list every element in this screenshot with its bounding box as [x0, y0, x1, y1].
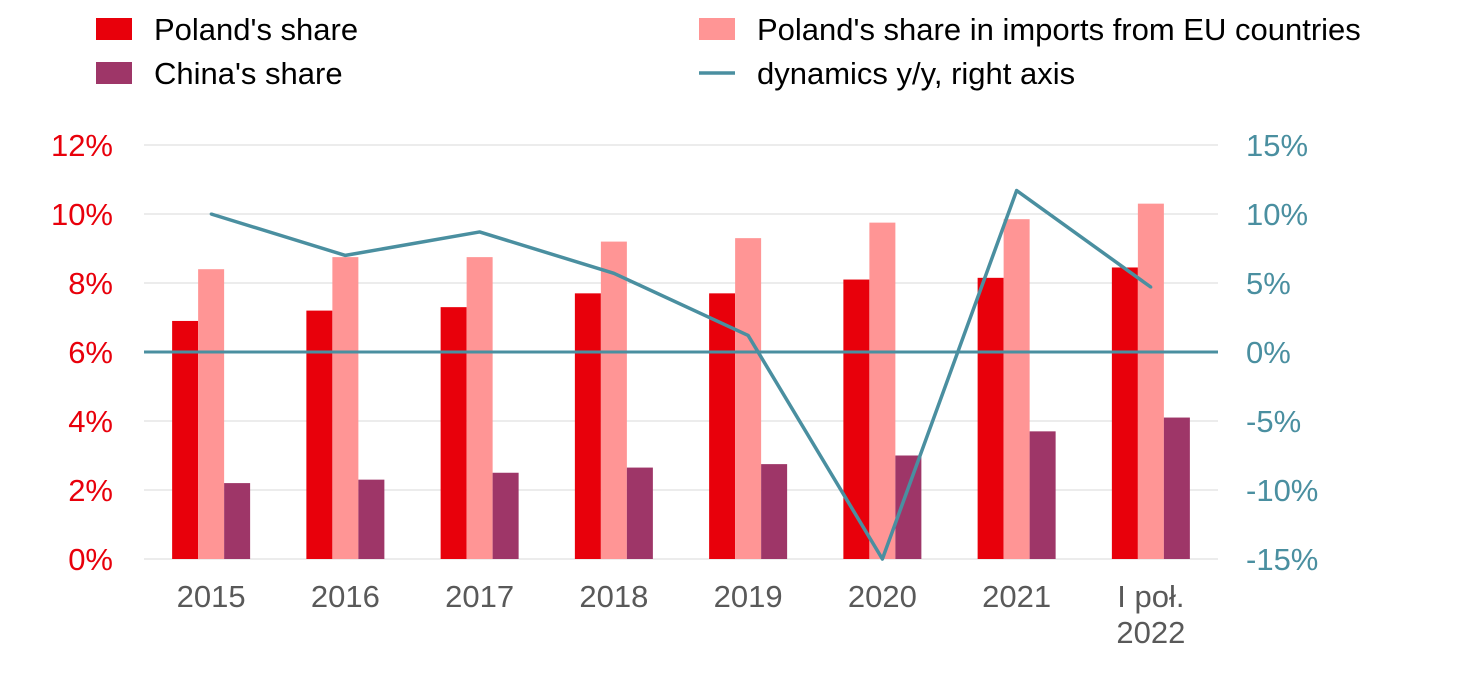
dynamics-point-5 — [880, 557, 884, 561]
left-tick-label: 6% — [68, 335, 113, 370]
dynamics-point-7 — [1149, 285, 1153, 289]
legend: Poland's share Poland's share in imports … — [96, 12, 1361, 91]
left-tick-label: 12% — [51, 128, 113, 163]
bar-poland-s-share-in-imports-from-eu-countries-5 — [869, 222, 896, 559]
dynamics-point-3 — [612, 271, 616, 275]
bar-china-s-share-4 — [761, 464, 788, 559]
left-tick-label: 8% — [68, 266, 113, 301]
dynamics-line-group — [209, 188, 1153, 561]
right-tick-label: -5% — [1246, 404, 1301, 439]
bar-poland-s-share-in-imports-from-eu-countries-4 — [735, 238, 762, 559]
dynamics-point-1 — [343, 253, 347, 257]
left-tick-label: 2% — [68, 473, 113, 508]
legend-label: Poland's share — [154, 12, 358, 47]
right-tick-label: 5% — [1246, 266, 1291, 301]
right-tick-label: 10% — [1246, 197, 1308, 232]
bar-poland-s-share-4 — [709, 293, 736, 559]
legend-label: dynamics y/y, right axis — [757, 56, 1075, 91]
right-tick-label: 15% — [1246, 128, 1308, 163]
bar-china-s-share-3 — [626, 467, 653, 559]
dynamics-point-6 — [1015, 189, 1019, 193]
bar-china-s-share-5 — [895, 455, 922, 559]
legend-item-poland-s-share: Poland's share — [96, 12, 358, 47]
bar-china-s-share-7 — [1163, 417, 1190, 559]
bar-poland-s-share-in-imports-from-eu-countries-3 — [600, 241, 627, 559]
right-axis: -15% -10% -5% 0% 5% 10% 15% — [1246, 128, 1318, 577]
bar-poland-s-share-1 — [306, 310, 333, 559]
legend-item-dynamics-y-y-right-axis: dynamics y/y, right axis — [699, 56, 1075, 91]
left-tick-label: 4% — [68, 404, 113, 439]
x-tick-label: I poł. 2022 — [1116, 579, 1185, 650]
bar-poland-s-share-6 — [977, 277, 1004, 559]
x-tick-label: 2021 — [982, 579, 1051, 614]
x-tick-label: 2015 — [177, 579, 246, 614]
bar-poland-s-share-in-imports-from-eu-countries-0 — [198, 269, 225, 559]
right-tick-label: 0% — [1246, 335, 1291, 370]
bar-poland-s-share-in-imports-from-eu-countries-7 — [1137, 203, 1164, 559]
bar-china-s-share-1 — [358, 479, 385, 559]
left-axis: 0% 2% 4% 6% 8% 10% 12% — [51, 128, 113, 577]
bar-poland-s-share-in-imports-from-eu-countries-2 — [466, 257, 493, 559]
dynamics-point-0 — [209, 212, 213, 216]
bar-poland-s-share-in-imports-from-eu-countries-6 — [1003, 219, 1030, 560]
left-tick-label: 0% — [68, 542, 113, 577]
left-tick-label: 10% — [51, 197, 113, 232]
dynamics-point-4 — [746, 333, 750, 337]
legend-swatch — [699, 18, 735, 40]
x-tick-label: 2019 — [714, 579, 783, 614]
bars — [172, 203, 1190, 560]
legend-item-poland-s-share-in-imports-from-eu-countries: Poland's share in imports from EU countr… — [699, 12, 1361, 47]
bar-china-s-share-2 — [492, 472, 519, 559]
x-tick-label: 2016 — [311, 579, 380, 614]
x-tick-label: 2018 — [579, 579, 648, 614]
bar-poland-s-share-in-imports-from-eu-countries-1 — [332, 257, 359, 559]
bar-poland-s-share-3 — [574, 293, 601, 559]
bar-china-s-share-0 — [224, 483, 251, 559]
right-tick-label: -15% — [1246, 542, 1318, 577]
legend-item-china-s-share: China's share — [96, 56, 343, 91]
x-axis: 2015 2016 2017 2018 2019 2020 2021 I poł. 2022 — [177, 579, 1186, 650]
legend-swatch — [96, 18, 132, 40]
x-tick-label: 2017 — [445, 579, 514, 614]
bar-poland-s-share-0 — [172, 320, 199, 559]
legend-swatch — [96, 62, 132, 84]
x-tick-label: 2020 — [848, 579, 917, 614]
legend-label: Poland's share in imports from EU countr… — [757, 12, 1361, 47]
dynamics-point-2 — [478, 230, 482, 234]
bar-poland-s-share-7 — [1111, 267, 1138, 559]
bar-poland-s-share-2 — [440, 307, 467, 559]
dynamics-line — [210, 188, 1152, 561]
bar-china-s-share-6 — [1029, 431, 1056, 559]
legend-label: China's share — [154, 56, 343, 91]
right-tick-label: -10% — [1246, 473, 1318, 508]
